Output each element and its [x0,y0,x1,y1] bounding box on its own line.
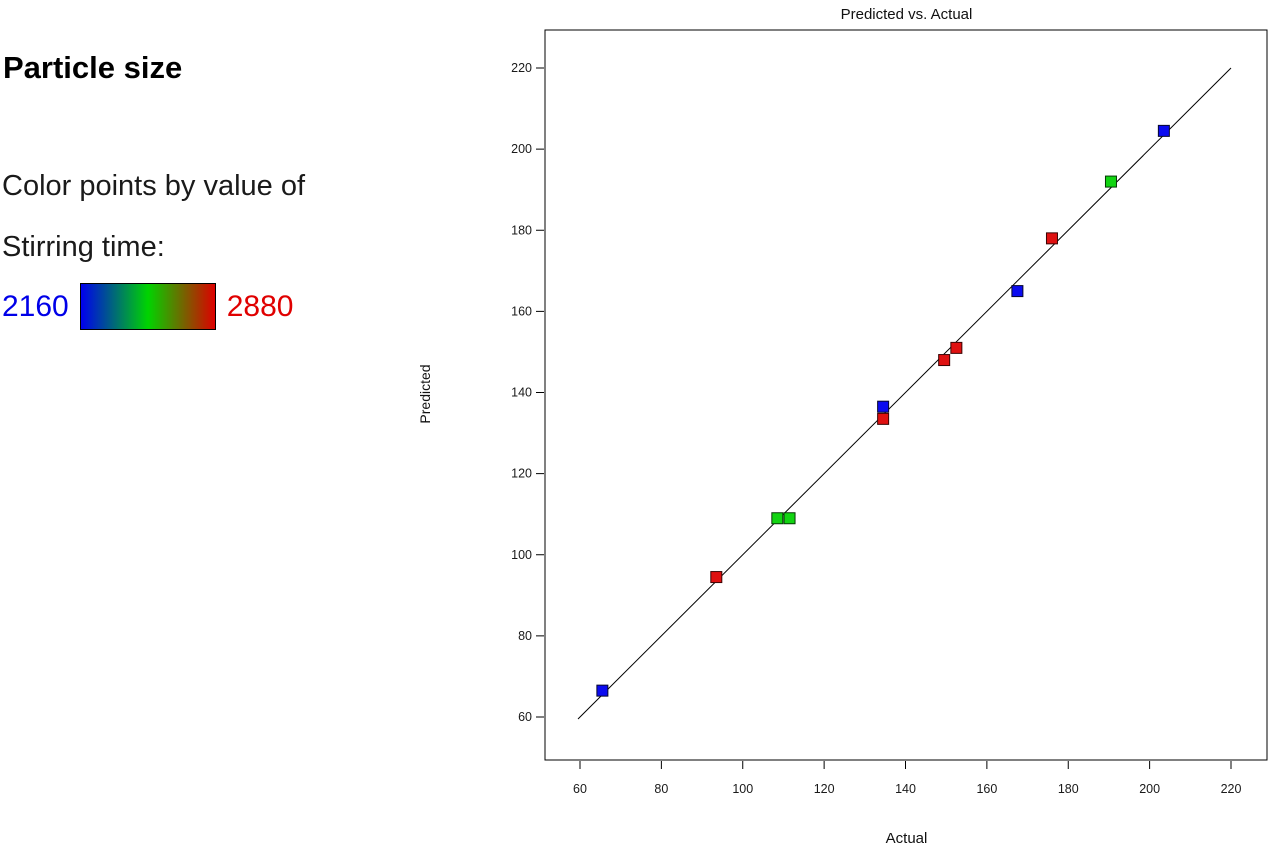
x-axis-label: Actual [885,830,928,847]
legend-caption-line1: Color points by value of [2,170,306,202]
y-tick-label: 160 [511,304,532,318]
identity-line [577,67,1232,720]
legend-min-value: 2160 [2,289,69,323]
y-tick-label: 100 [511,548,532,562]
y-tick-label: 220 [511,61,532,75]
scatter-point[interactable] [877,400,890,413]
legend-caption-line2: Stirring time: [2,231,165,263]
legend-max-value: 2880 [226,289,294,323]
scatter-point[interactable] [771,512,784,525]
response-title: Particle size [3,50,183,85]
chart-title: Predicted vs. Actual [840,6,973,23]
x-tick-label: 220 [1221,782,1242,796]
scatter-point[interactable] [1045,232,1058,245]
scatter-point[interactable] [783,512,796,525]
scatter-point[interactable] [877,412,890,425]
x-tick-label: 120 [814,782,835,796]
scatter-point[interactable] [938,354,951,367]
scatter-point[interactable] [1157,124,1170,137]
x-tick-label: 80 [654,782,668,796]
x-tick-label: 160 [976,782,997,796]
y-tick-label: 180 [511,223,532,237]
color-legend: 2160 2880 [2,283,294,330]
x-tick-label: 180 [1058,782,1079,796]
x-tick-label: 140 [895,782,916,796]
y-tick-label: 140 [511,386,532,400]
scatter-point[interactable] [950,341,963,354]
scatter-point[interactable] [596,684,609,697]
y-tick-label: 60 [518,710,532,724]
x-tick-label: 200 [1139,782,1160,796]
scatter-point[interactable] [1104,175,1117,188]
scatter-point[interactable] [710,571,723,584]
y-tick-label: 120 [511,467,532,481]
y-tick-label: 80 [518,629,532,643]
x-tick-label: 100 [732,782,753,796]
y-tick-label: 200 [511,142,532,156]
x-tick-label: 60 [573,782,587,796]
scatter-point[interactable] [1011,285,1024,298]
plot-border [544,29,1268,761]
color-gradient-bar [79,283,216,330]
